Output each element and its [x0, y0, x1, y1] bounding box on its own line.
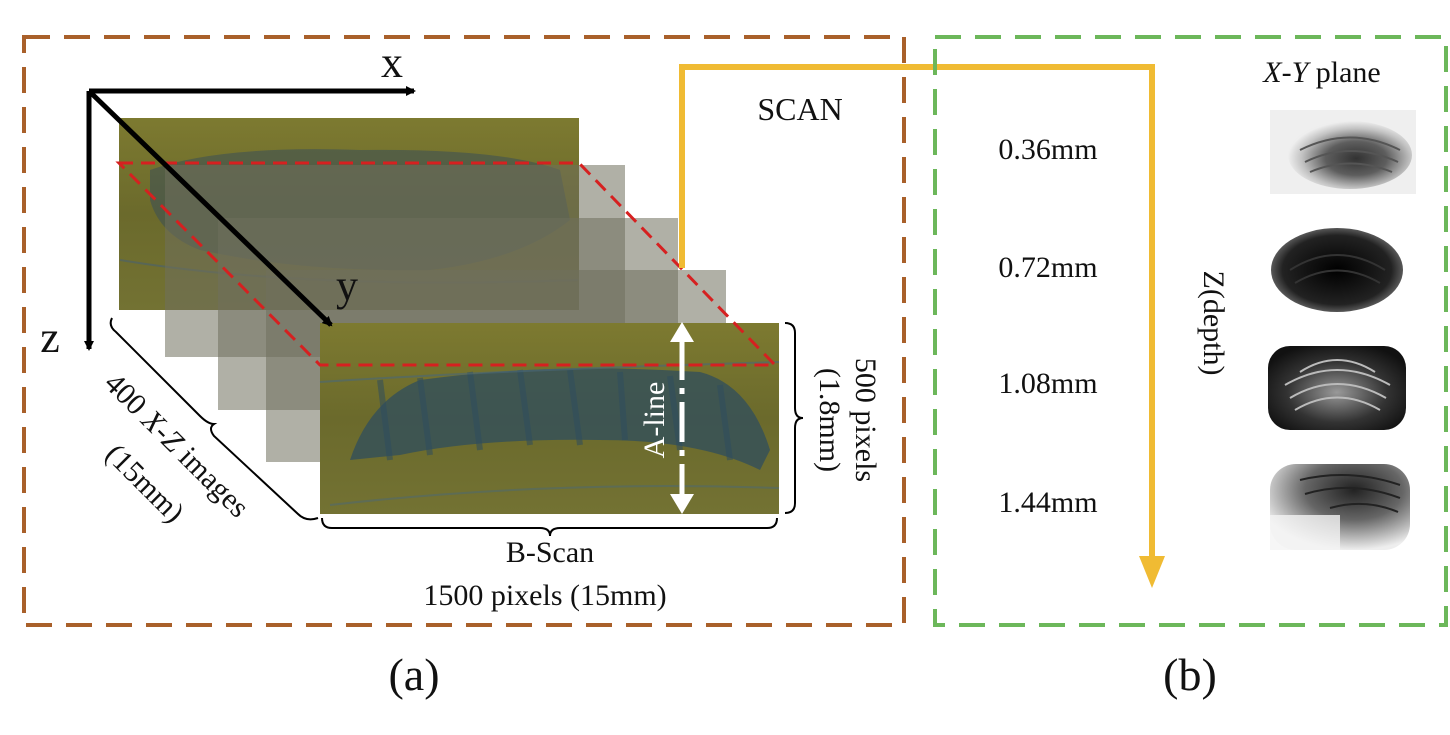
bscan-front-image	[319, 323, 780, 514]
depth-brace	[784, 322, 804, 514]
z-depth-label: Z(depth)	[1197, 271, 1230, 376]
axis-y-label: y	[336, 261, 358, 310]
depth-mm-label: (1.8mm)	[813, 368, 846, 472]
depth-label-3: 1.08mm	[998, 367, 1097, 400]
bscan-label: B-Scan	[506, 536, 594, 569]
fingerprint-surface-icon	[1270, 110, 1416, 194]
depth-label-2: 0.72mm	[998, 251, 1097, 284]
bscan-brace	[321, 517, 778, 537]
a-line-label: A-line	[638, 382, 671, 459]
axis-z-label: z	[40, 313, 60, 362]
a-line-arrow	[670, 322, 694, 514]
axis-x-label: x	[381, 38, 403, 87]
panel-a-border	[22, 35, 906, 627]
scan-arrow-head	[1139, 556, 1165, 588]
fingerprint-partial-icon	[1270, 464, 1410, 550]
depth-pixels-label: 500 pixels	[849, 358, 882, 482]
scan-label: SCAN	[757, 91, 842, 127]
caption-b: (b)	[1163, 649, 1217, 700]
depth-label-4: 1.44mm	[998, 486, 1097, 519]
fingerprint-dark-icon	[1271, 228, 1403, 312]
stack-brace	[109, 317, 319, 521]
plane-label: X-Y plane	[1262, 56, 1380, 89]
axes	[84, 86, 416, 351]
depth-label-1: 0.36mm	[998, 133, 1097, 166]
fingerprint-ridges-icon	[1268, 346, 1406, 430]
bscan-size-label: 1500 pixels (15mm)	[423, 579, 666, 612]
caption-a: (a)	[388, 649, 439, 700]
scan-path-arrow	[679, 64, 1155, 560]
panel-b-border	[933, 35, 1448, 627]
